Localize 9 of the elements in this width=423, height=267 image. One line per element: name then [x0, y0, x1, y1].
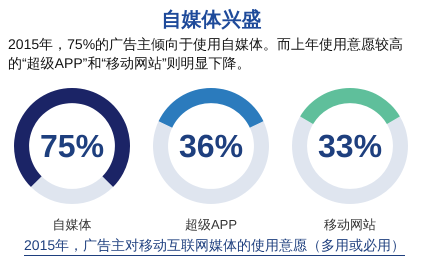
data-label: 33% — [318, 128, 382, 164]
text: 移动网站 — [323, 216, 377, 234]
data-label: 75% — [40, 128, 104, 164]
text: 自媒体兴盛 — [160, 8, 262, 33]
text: 2015年，75%的广告主倾向于使用自媒体。而上年使用意愿较高的“超级APP”和“移动网站”则明显下降。 — [8, 35, 404, 73]
data-label: 36% — [178, 128, 244, 164]
text: 超级APP — [184, 216, 238, 234]
text: 2015年，广告主对移动互联网媒体的使用意愿（多用或必用） — [24, 237, 406, 256]
text: 自媒体 — [52, 216, 92, 234]
